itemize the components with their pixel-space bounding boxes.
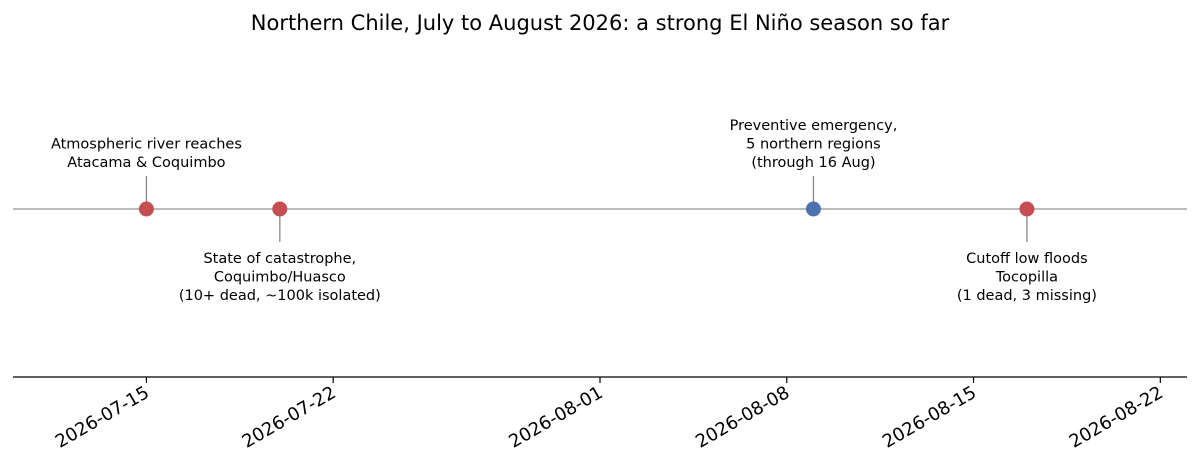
event-label-line: (1 dead, 3 missing)	[957, 288, 1097, 304]
event-label-line: Cutoff low floods	[966, 251, 1087, 267]
event-label-line: Preventive emergency,	[730, 118, 898, 134]
x-tick-label: 2026-08-08	[692, 382, 793, 452]
event-label-line: 5 northern regions	[746, 137, 881, 153]
event-label-line: Tocopilla	[995, 270, 1058, 286]
event-label-line: Atacama & Coquimbo	[67, 155, 225, 171]
event-4: Cutoff low floods Tocopilla (1 dead, 3 mis…	[957, 201, 1097, 304]
event-marker	[272, 201, 288, 217]
x-tick-label: 2026-08-01	[505, 382, 606, 452]
event-label-line: Atmospheric river reaches	[51, 137, 242, 153]
event-label-line: (10+ dead, ~100k isolated)	[179, 288, 381, 304]
event-label-line: State of catastrophe,	[203, 251, 356, 267]
event-label-line: (through 16 Aug)	[751, 155, 875, 171]
x-tick-label: 2026-07-15	[52, 382, 153, 452]
event-label: State of catastrophe, Coquimbo/Huasco (10+…	[179, 251, 381, 304]
x-axis: 2026-07-15 2026-07-22 2026-08-01 2026-08-08…	[13, 376, 1187, 453]
event-3: Preventive emergency, 5 northern regions (…	[730, 118, 898, 217]
x-tick-label: 2026-08-15	[879, 382, 980, 452]
event-label: Preventive emergency, 5 northern regions (…	[730, 118, 898, 171]
event-label-line: Coquimbo/Huasco	[214, 270, 346, 286]
events-layer: Atmospheric river reaches Atacama & Coqui…	[51, 118, 1097, 304]
event-marker	[805, 201, 821, 217]
event-1: Atmospheric river reaches Atacama & Coqui…	[51, 137, 242, 217]
chart-title: Northern Chile, July to August 2026: a s…	[251, 11, 950, 35]
event-2: State of catastrophe, Coquimbo/Huasco (10+…	[179, 201, 381, 304]
event-marker	[1019, 201, 1035, 217]
x-tick-label: 2026-08-22	[1066, 382, 1167, 452]
x-tick-label: 2026-07-22	[239, 382, 340, 452]
event-label: Cutoff low floods Tocopilla (1 dead, 3 mis…	[957, 251, 1097, 304]
event-marker	[138, 201, 154, 217]
event-label: Atmospheric river reaches Atacama & Coqui…	[51, 137, 242, 172]
